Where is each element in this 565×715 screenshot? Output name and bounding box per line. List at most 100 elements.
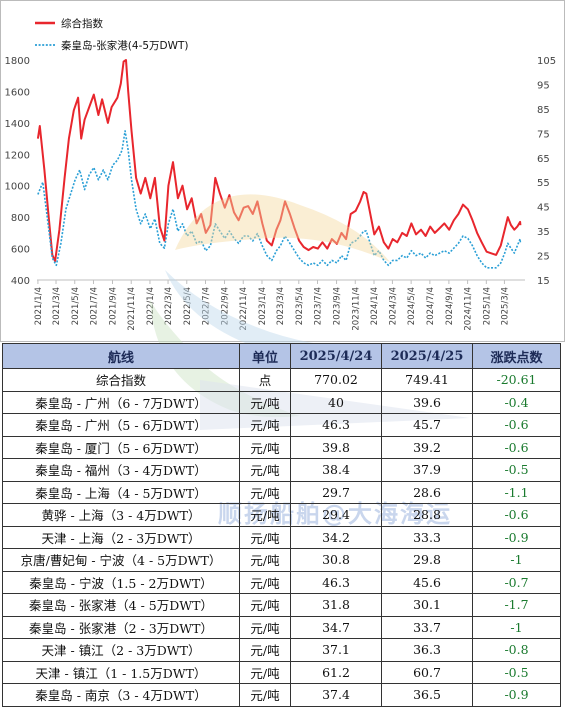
table-row: 秦皇岛 - 福州（3 - 4万DWT） 元/吨 38.4 37.9 -0.5 bbox=[2, 458, 561, 482]
route-cell: 秦皇岛 - 张家港（2 - 3万DWT） bbox=[2, 615, 240, 639]
chart-frame bbox=[0, 0, 565, 342]
change-cell: -0.6 bbox=[472, 503, 561, 527]
unit-cell: 元/吨 bbox=[239, 660, 291, 684]
x-tick-label: 2023/3/4 bbox=[276, 287, 286, 325]
change-cell: -0.9 bbox=[472, 525, 561, 549]
y-right-tick-label: 35 bbox=[537, 227, 550, 238]
change-cell: -0.6 bbox=[472, 435, 561, 459]
value-2-cell: 28.6 bbox=[381, 480, 473, 504]
value-2-cell: 36.3 bbox=[381, 638, 473, 662]
header-unit: 单位 bbox=[239, 343, 291, 369]
x-tick-label: 2024/5/4 bbox=[407, 287, 417, 325]
value-1-cell: 61.2 bbox=[290, 660, 382, 684]
y-right-tick-label: 15 bbox=[537, 276, 550, 287]
x-tick-label: 2022/5/4 bbox=[183, 287, 193, 325]
y-left-tick-label: 1600 bbox=[5, 87, 30, 98]
unit-cell: 元/吨 bbox=[239, 683, 291, 707]
freight-index-chart: 400 600 800 1000 1200 1400 1600 1800 15 25 35 45 55 6… bbox=[0, 0, 565, 342]
table-row: 天津 - 上海（2 - 3万DWT） 元/吨 34.2 33.3 -0.9 bbox=[2, 525, 561, 549]
unit-cell: 元/吨 bbox=[239, 390, 291, 414]
change-cell: -0.7 bbox=[472, 570, 561, 594]
series-line-0 bbox=[36, 59, 522, 263]
y-right-tick-label: 75 bbox=[537, 129, 550, 140]
legend-label-0: 综合指数 bbox=[61, 17, 103, 30]
route-cell: 秦皇岛 - 广州（5 - 6万DWT） bbox=[2, 413, 240, 437]
route-cell: 京唐/曹妃甸 - 宁波（4 - 5万DWT） bbox=[2, 548, 240, 572]
unit-cell: 元/吨 bbox=[239, 458, 291, 482]
x-tick-label: 2023/1/4 bbox=[258, 287, 268, 325]
value-1-cell: 30.8 bbox=[290, 548, 382, 572]
table-row: 秦皇岛 - 厦门（5 - 6万DWT） 元/吨 39.8 39.2 -0.6 bbox=[2, 435, 561, 459]
x-tick-label: 2022/7/4 bbox=[201, 287, 211, 325]
y-left-tick-label: 800 bbox=[11, 213, 30, 224]
freight-rate-table: 航线 单位 2025/4/24 2025/4/25 涨跌点数 综合指数点 770.… bbox=[2, 343, 561, 707]
value-1-cell: 46.3 bbox=[290, 570, 382, 594]
change-cell: -0.5 bbox=[472, 458, 561, 482]
y-right-tick-label: 95 bbox=[537, 80, 550, 91]
value-1-cell: 31.8 bbox=[290, 593, 382, 617]
route-cell: 秦皇岛 - 宁波（1.5 - 2万DWT） bbox=[2, 570, 240, 594]
header-route: 航线 bbox=[2, 343, 240, 369]
series-line-1 bbox=[37, 130, 522, 269]
value-2-cell: 30.1 bbox=[381, 593, 473, 617]
x-tick-label: 2022/1/4 bbox=[146, 287, 156, 325]
change-cell: -0.9 bbox=[472, 683, 561, 707]
x-tick-label: 2022/3/4 bbox=[164, 287, 174, 325]
y-right-tick-label: 45 bbox=[537, 203, 550, 214]
y-left-tick-label: 400 bbox=[11, 276, 30, 287]
value-2-cell: 33.7 bbox=[381, 615, 473, 639]
change-cell: -20.61 bbox=[472, 368, 561, 392]
x-tick-label: 2022/9/4 bbox=[221, 287, 231, 325]
value-1-cell: 40 bbox=[290, 390, 382, 414]
route-cell: 秦皇岛 - 上海（4 - 5万DWT） bbox=[2, 480, 240, 504]
x-tick-label: 2023/9/4 bbox=[333, 287, 343, 325]
change-cell: -1.7 bbox=[472, 593, 561, 617]
x-tick-label: 2024/3/4 bbox=[388, 287, 398, 325]
unit-cell: 元/吨 bbox=[239, 570, 291, 594]
x-tick-label: 2023/11/4 bbox=[351, 287, 361, 331]
table-row: 综合指数点 770.02 749.41 -20.61 bbox=[2, 368, 561, 392]
value-1-cell: 770.02 bbox=[290, 368, 382, 392]
header-date-2: 2025/4/25 bbox=[381, 343, 473, 369]
table-header-row: 航线 单位 2025/4/24 2025/4/25 涨跌点数 bbox=[2, 343, 561, 369]
y-right-tick-label: 25 bbox=[537, 252, 550, 263]
y-left-tick-label: 1800 bbox=[5, 56, 30, 67]
route-cell: 黄骅 - 上海（3 - 4万DWT） bbox=[2, 503, 240, 527]
unit-cell: 元/吨 bbox=[239, 615, 291, 639]
x-tick-label: 2021/11/4 bbox=[127, 287, 137, 331]
table-row: 天津 - 镇江（2 - 3万DWT） 元/吨 37.1 36.3 -0.8 bbox=[2, 638, 561, 662]
x-tick-label: 2021/3/4 bbox=[52, 287, 62, 325]
table-row: 黄骅 - 上海（3 - 4万DWT） 元/吨 29.4 28.8 -0.6 bbox=[2, 503, 561, 527]
y-right-tick-label: 105 bbox=[537, 56, 556, 67]
value-2-cell: 33.3 bbox=[381, 525, 473, 549]
unit-cell: 元/吨 bbox=[239, 435, 291, 459]
y-left-tick-label: 1200 bbox=[5, 150, 30, 161]
value-2-cell: 45.6 bbox=[381, 570, 473, 594]
value-2-cell: 36.5 bbox=[381, 683, 473, 707]
value-1-cell: 39.8 bbox=[290, 435, 382, 459]
table-row: 秦皇岛 - 张家港（2 - 3万DWT） 元/吨 34.7 33.7 -1 bbox=[2, 615, 561, 639]
value-1-cell: 29.4 bbox=[290, 503, 382, 527]
value-2-cell: 749.41 bbox=[381, 368, 473, 392]
route-cell: 天津 - 上海（2 - 3万DWT） bbox=[2, 525, 240, 549]
value-2-cell: 29.8 bbox=[381, 548, 473, 572]
value-2-cell: 39.6 bbox=[381, 390, 473, 414]
legend-label-1: 秦皇岛-张家港(4-5万DWT) bbox=[61, 39, 189, 52]
value-1-cell: 29.7 bbox=[290, 480, 382, 504]
x-tick-label: 2024/7/4 bbox=[426, 287, 436, 325]
value-1-cell: 37.4 bbox=[290, 683, 382, 707]
route-cell: 秦皇岛 - 福州（3 - 4万DWT） bbox=[2, 458, 240, 482]
value-1-cell: 34.2 bbox=[290, 525, 382, 549]
x-tick-label: 2023/5/4 bbox=[295, 287, 305, 325]
x-tick-label: 2022/11/4 bbox=[239, 287, 249, 331]
value-2-cell: 60.7 bbox=[381, 660, 473, 684]
chart-svg: 400 600 800 1000 1200 1400 1600 1800 15 25 35 45 55 6… bbox=[0, 0, 565, 342]
x-tick-label: 2021/9/4 bbox=[109, 287, 119, 325]
table-row: 秦皇岛 - 上海（4 - 5万DWT） 元/吨 29.7 28.6 -1.1 bbox=[2, 480, 561, 504]
table-row: 秦皇岛 - 张家港（4 - 5万DWT） 元/吨 31.8 30.1 -1.7 bbox=[2, 593, 561, 617]
x-tick-label: 2025/1/4 bbox=[482, 287, 492, 325]
table-body: 综合指数点 770.02 749.41 -20.61 秦皇岛 - 广州（6 - 7万DW… bbox=[2, 368, 561, 707]
table-row: 秦皇岛 - 宁波（1.5 - 2万DWT） 元/吨 46.3 45.6 -0.7 bbox=[2, 570, 561, 594]
value-1-cell: 37.1 bbox=[290, 638, 382, 662]
x-tick-label: 2021/7/4 bbox=[89, 287, 99, 325]
